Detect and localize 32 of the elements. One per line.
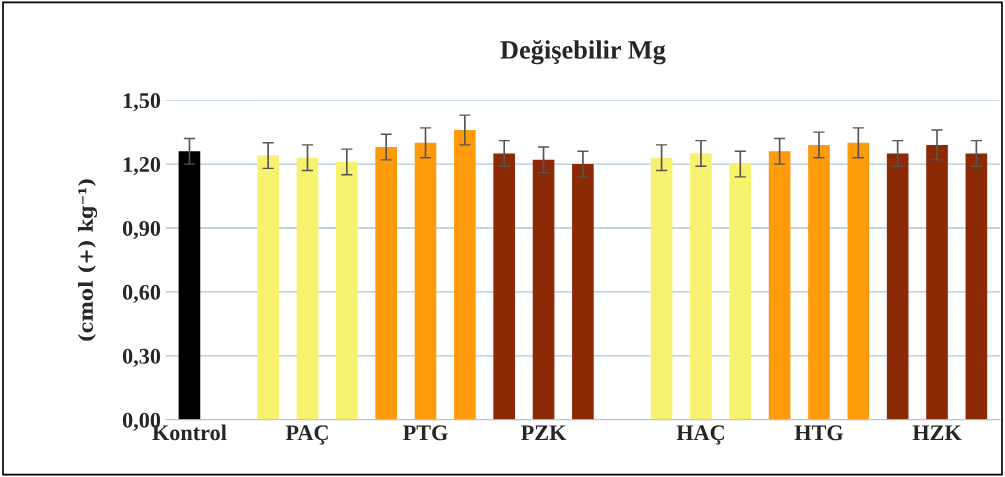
bar bbox=[454, 130, 476, 420]
y-tick-label: 1,20 bbox=[123, 157, 161, 176]
x-tick-label: HZK bbox=[912, 425, 962, 441]
bar bbox=[729, 164, 752, 420]
x-tick-label: HAÇ bbox=[676, 425, 724, 445]
y-tick-label: 0,90 bbox=[122, 220, 161, 240]
x-tick-label: PAÇ bbox=[285, 425, 328, 445]
chart-title: Değişebilir Mg bbox=[500, 39, 666, 65]
y-axis-title: (cmol (+) kg⁻¹) bbox=[77, 179, 98, 341]
bar bbox=[493, 153, 516, 420]
y-tick-label: 0,60 bbox=[122, 284, 161, 304]
x-tick-label: PTG bbox=[403, 425, 448, 441]
bar bbox=[532, 159, 555, 420]
bar bbox=[847, 142, 870, 420]
bar bbox=[572, 164, 594, 420]
bar bbox=[926, 144, 948, 420]
x-tick-label: PZK bbox=[521, 425, 567, 441]
x-tick-label: HTG bbox=[794, 425, 844, 441]
y-tick-label: 0,30 bbox=[122, 348, 161, 367]
bar bbox=[886, 153, 909, 420]
bar bbox=[650, 157, 673, 420]
bar bbox=[414, 142, 437, 420]
bar bbox=[336, 161, 358, 420]
bar bbox=[178, 151, 201, 420]
bar bbox=[768, 151, 791, 420]
bar bbox=[965, 153, 988, 420]
bar bbox=[690, 153, 712, 420]
bar bbox=[375, 147, 397, 420]
bar bbox=[808, 144, 830, 420]
bar bbox=[296, 157, 319, 420]
y-tick-label: 1,50 bbox=[123, 93, 161, 112]
bar bbox=[257, 155, 279, 420]
